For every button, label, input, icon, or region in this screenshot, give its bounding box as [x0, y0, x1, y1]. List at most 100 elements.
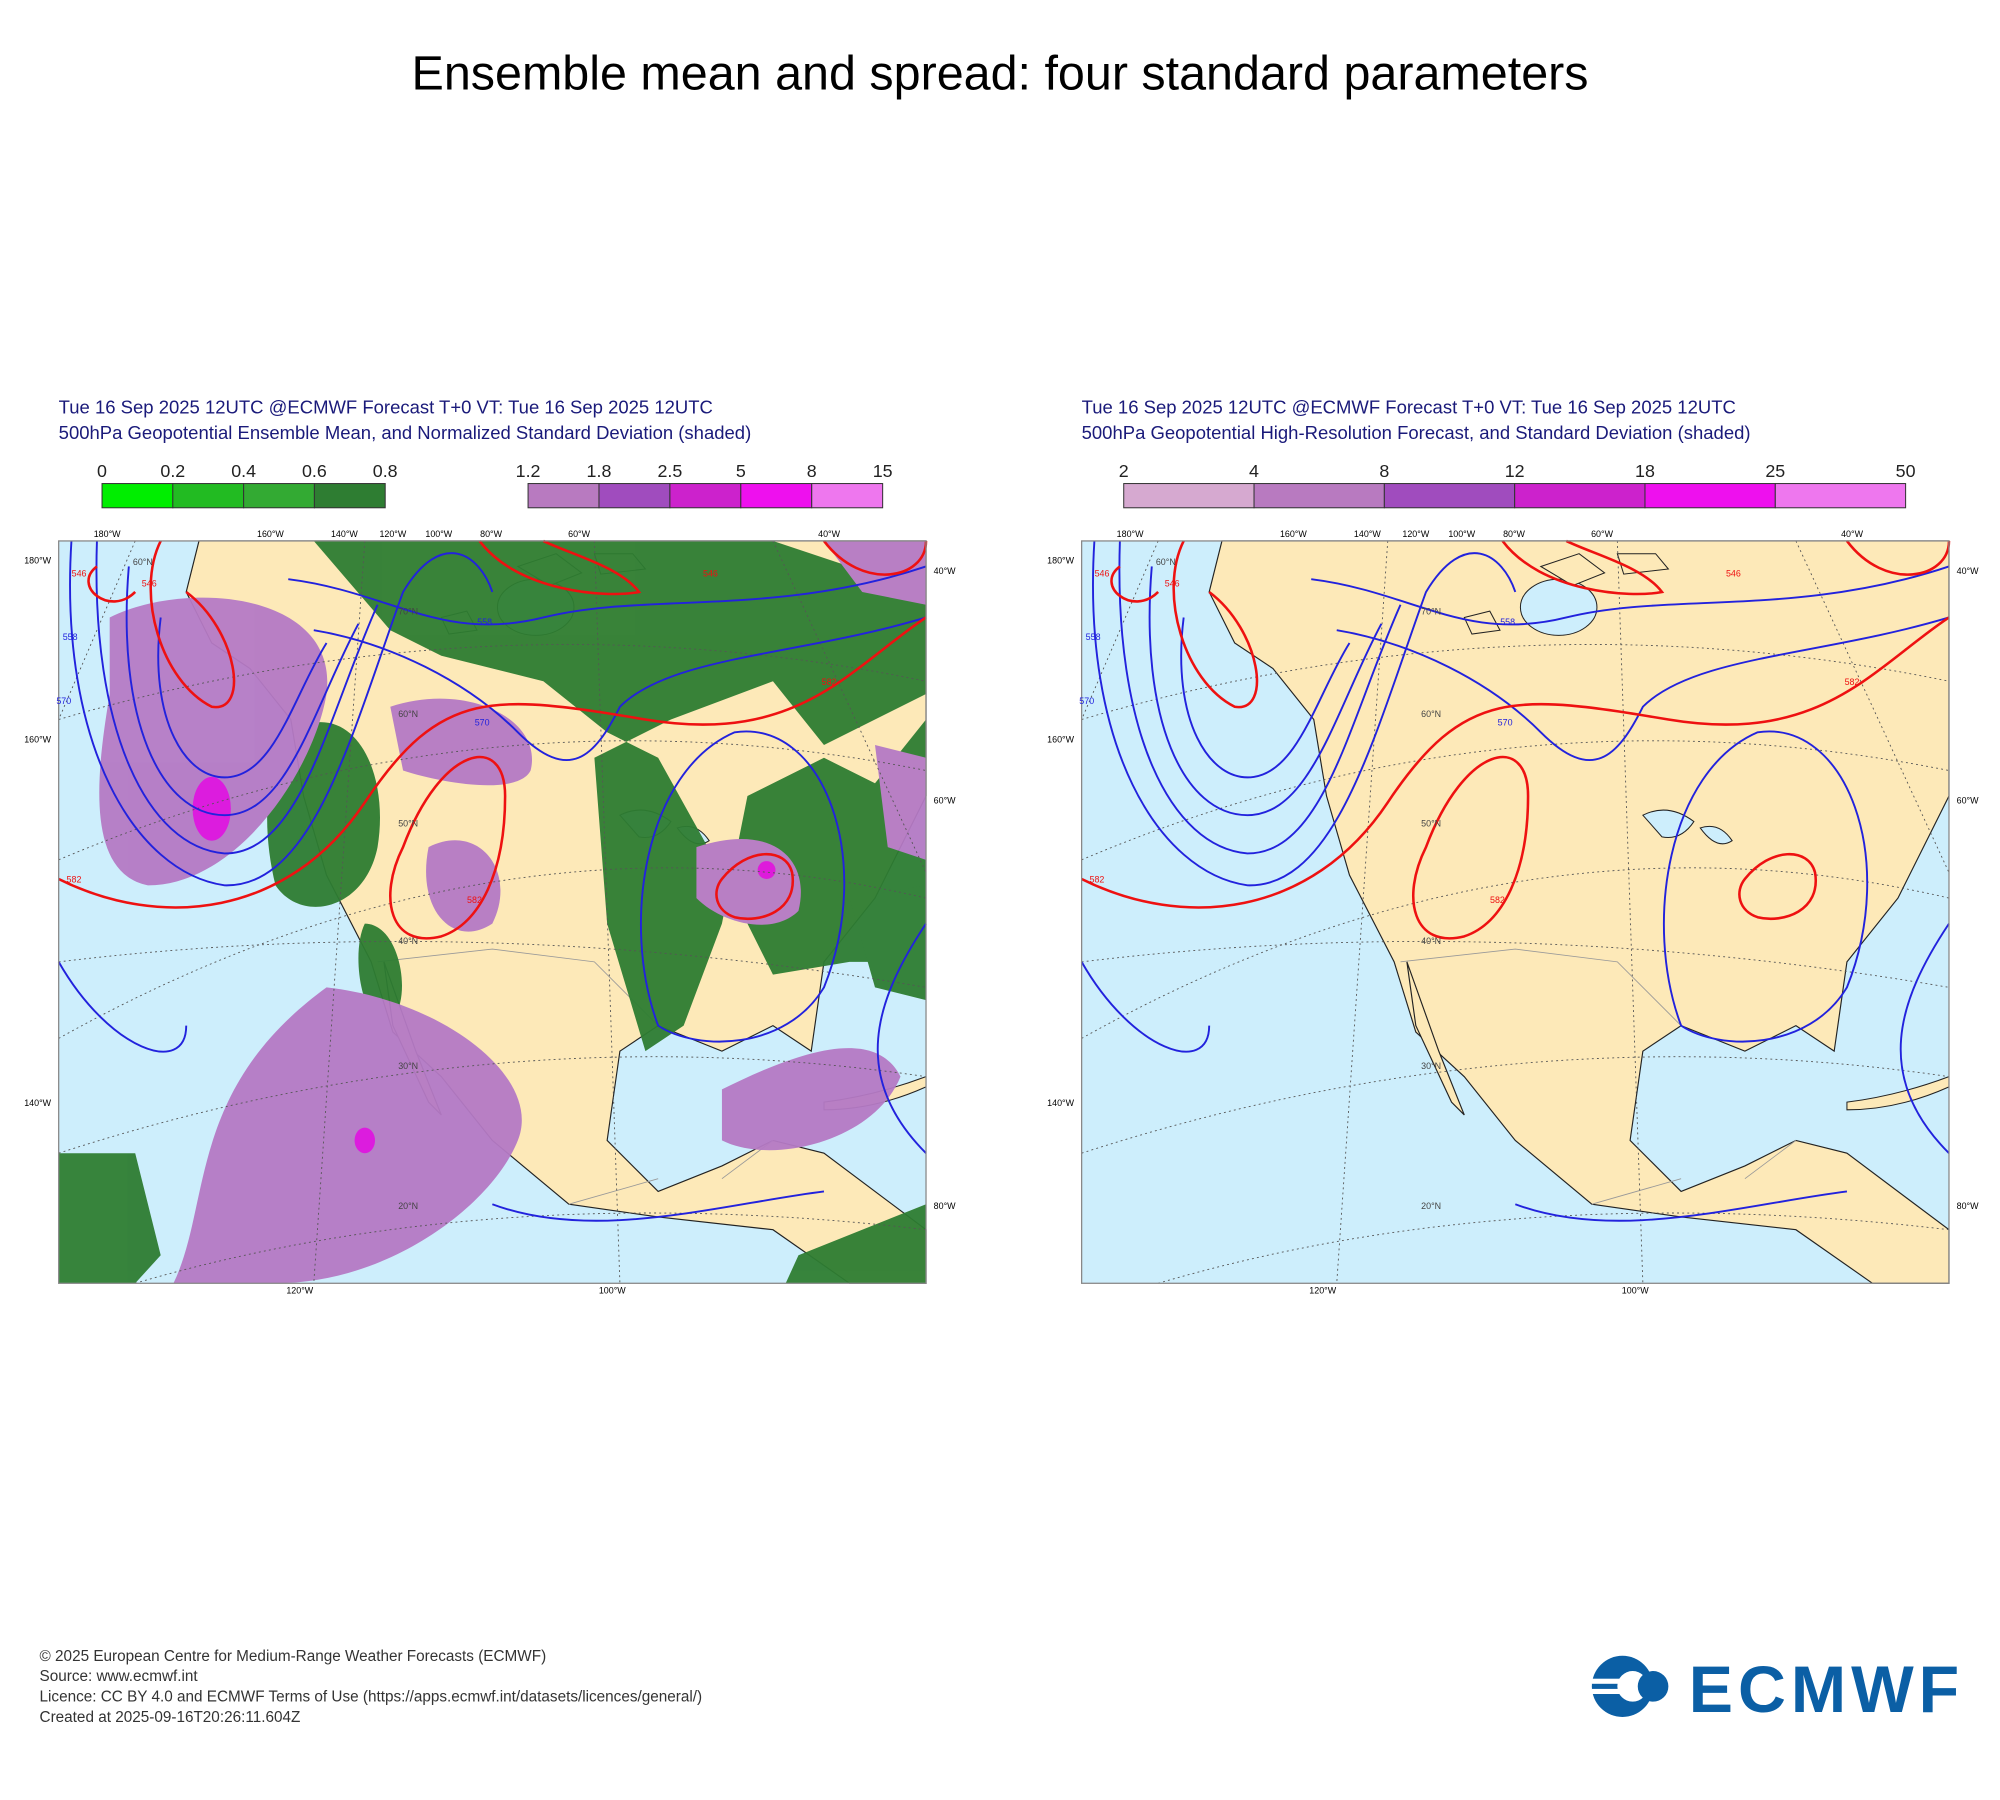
map-label: 570	[1079, 696, 1094, 706]
map-label: 40°N	[398, 936, 418, 946]
map-frame	[58, 540, 927, 1284]
colorbar-tick-label: 50	[1896, 461, 1916, 481]
map-label: 60°W	[1957, 796, 1979, 806]
map-base	[1081, 540, 1950, 1284]
map-label: 582	[1090, 875, 1105, 885]
colorbar-segment	[101, 483, 174, 509]
map-label: 140°W	[331, 529, 358, 539]
footer-line: Licence: CC BY 4.0 and ECMWF Terms of Us…	[40, 1689, 703, 1706]
map-label: 546	[72, 568, 87, 578]
footer-line: Source: www.ecmwf.int	[40, 1668, 199, 1685]
map-label: 100°W	[1448, 529, 1475, 539]
map-label: 180°W	[94, 529, 121, 539]
colorbar-segment	[313, 483, 386, 509]
map-label: 120°W	[1402, 529, 1429, 539]
map-label: 60°N	[133, 557, 153, 567]
map: 180°W 160°W 140°W 120°W 100°W 80°W 60°W 40°W 180…	[1047, 529, 1979, 1295]
map-label: 80°W	[934, 1201, 956, 1211]
map-label: 40°W	[818, 529, 840, 539]
map-label: 100°W	[425, 529, 452, 539]
map-label: 140°W	[1354, 529, 1381, 539]
colorbar-tick-label: 8	[807, 461, 817, 481]
colorbar-tick-label: 0.6	[302, 461, 327, 481]
colorbar-tick-label: 0.4	[231, 461, 256, 481]
colorbar-tick-label: 18	[1635, 461, 1655, 481]
colorbar-tick-label: 5	[736, 461, 746, 481]
panel: Tue 16 Sep 2025 12UTC @ECMWF Forecast T+…	[24, 396, 956, 1295]
map-label: 100°W	[599, 1285, 626, 1295]
map-label: 160°W	[24, 734, 51, 744]
map-label: 60°W	[934, 796, 956, 806]
map-label: 180°W	[1047, 556, 1074, 566]
page-title: Ensemble mean and spread: four standard …	[412, 46, 1589, 100]
map-label: 558	[1086, 632, 1101, 642]
map-label: 582	[467, 895, 482, 905]
map-label: 180°W	[1117, 529, 1144, 539]
map-label: 70°N	[1421, 607, 1441, 617]
colorbar-tick-label: 2.5	[657, 461, 682, 481]
colorbar-segment	[811, 483, 884, 509]
map-label: 60°W	[1591, 529, 1613, 539]
panel-header: 500hPa Geopotential Ensemble Mean, and N…	[59, 422, 752, 443]
map-label: 546	[142, 579, 157, 589]
map-label: 40°W	[1841, 529, 1863, 539]
colorbar-segment	[1123, 483, 1255, 509]
map-label: 40°W	[1957, 566, 1979, 576]
map-label: 20°N	[1421, 1201, 1441, 1211]
panel-header: Tue 16 Sep 2025 12UTC @ECMWF Forecast T+…	[1082, 396, 1736, 417]
map-label: 80°W	[480, 529, 502, 539]
colorbar-segment	[1253, 483, 1385, 509]
colorbar-segment	[598, 483, 671, 509]
map-label: 40°W	[934, 566, 956, 576]
colorbar-tick-label: 0	[97, 461, 107, 481]
colorbar-tick-label: 8	[1379, 461, 1389, 481]
colorbar-tick-label: 0.8	[373, 461, 398, 481]
colorbar-segment	[1774, 483, 1907, 509]
map-label: 160°W	[1280, 529, 1307, 539]
colorbar-tick-label: 1.8	[587, 461, 612, 481]
panel-header: 500hPa Geopotential High-Resolution Fore…	[1082, 422, 1751, 443]
map-label: 40°N	[1421, 936, 1441, 946]
map-label: 50°N	[398, 818, 418, 828]
map-label: 140°W	[24, 1098, 51, 1108]
map-label: 60°W	[568, 529, 590, 539]
panel-header: Tue 16 Sep 2025 12UTC @ECMWF Forecast T+…	[59, 396, 713, 417]
map-label: 582	[822, 677, 837, 687]
map-label: 582	[67, 875, 82, 885]
footer-line: Created at 2025-09-16T20:26:11.604Z	[40, 1709, 301, 1726]
colorbar-tick-label: 2	[1119, 461, 1129, 481]
map-label: 558	[477, 617, 492, 627]
colorbar-tick-label: 1.2	[516, 461, 541, 481]
map-label: 120°W	[286, 1285, 313, 1295]
colorbar-segment	[1383, 483, 1516, 509]
map-label: 180°W	[24, 556, 51, 566]
map-label: 80°W	[1957, 1201, 1979, 1211]
map-label: 30°N	[398, 1061, 418, 1071]
map-label: 80°W	[1503, 529, 1525, 539]
colorbar-tick-label: 15	[873, 461, 893, 481]
map-label: 570	[56, 696, 71, 706]
logo-text: ECMWF	[1689, 1653, 1959, 1727]
shading	[58, 540, 927, 1284]
map-label: 50°N	[1421, 818, 1441, 828]
map-label: 100°W	[1622, 1285, 1649, 1295]
map-label: 570	[475, 718, 490, 728]
colorbar-segment	[527, 483, 600, 509]
map-label: 60°N	[1156, 557, 1176, 567]
colorbar-segment	[172, 483, 245, 509]
map-label: 30°N	[1421, 1061, 1441, 1071]
map-label: 60°N	[1421, 709, 1441, 719]
panel: Tue 16 Sep 2025 12UTC @ECMWF Forecast T+…	[1047, 396, 1979, 1295]
colorbar-segment	[243, 483, 315, 509]
map-label: 570	[1498, 718, 1513, 728]
map-label: 20°N	[398, 1201, 418, 1211]
footer-line: © 2025 European Centre for Medium-Range …	[40, 1648, 547, 1665]
colorbar-tick-label: 12	[1505, 461, 1525, 481]
map: 180°W 160°W 140°W 120°W 100°W 80°W 60°W 40°W 180…	[24, 529, 956, 1295]
map-label: 70°N	[398, 607, 418, 617]
colorbar-tick-label: 4	[1249, 461, 1259, 481]
map-label: 140°W	[1047, 1098, 1074, 1108]
map-label: 546	[1165, 579, 1180, 589]
map-label: 120°W	[1309, 1285, 1336, 1295]
